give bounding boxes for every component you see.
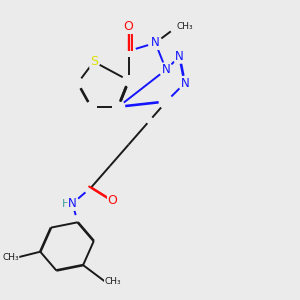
Text: N: N — [68, 197, 77, 210]
Text: CH₃: CH₃ — [104, 277, 121, 286]
Text: CH₃: CH₃ — [2, 253, 19, 262]
Text: N: N — [180, 76, 189, 90]
Text: N: N — [162, 63, 170, 76]
Text: CH₃: CH₃ — [177, 22, 194, 32]
Text: S: S — [90, 55, 98, 68]
Text: N: N — [151, 36, 160, 50]
Text: O: O — [108, 194, 118, 207]
Text: N: N — [175, 50, 184, 63]
Text: H: H — [61, 199, 70, 208]
Text: O: O — [124, 20, 134, 33]
